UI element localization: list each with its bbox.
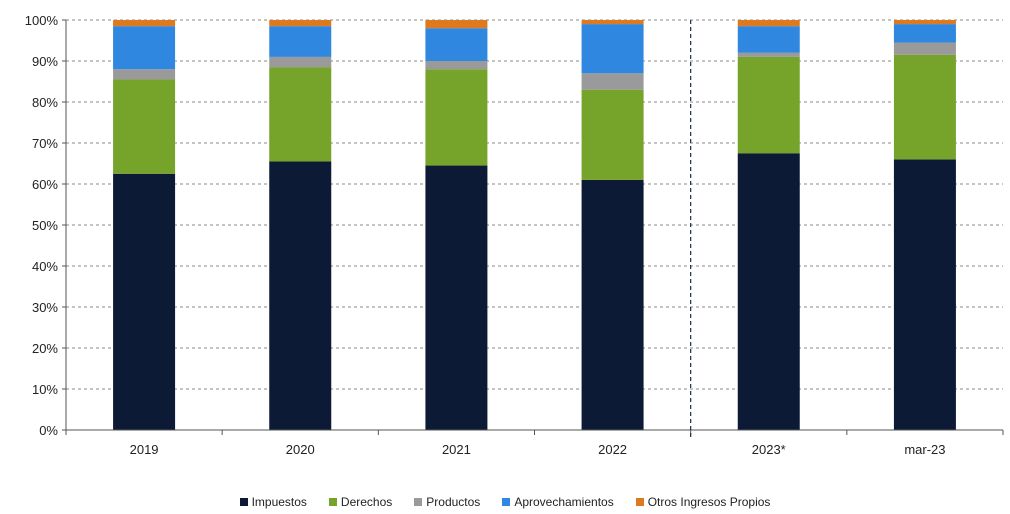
stacked-bar-chart: 0%10%20%30%40%50%60%70%80%90%100% 2019 20… <box>25 13 1004 457</box>
legend-label: Aprovechamientos <box>514 495 614 509</box>
bar-segment-impuestos <box>737 153 800 430</box>
bar-segment-derechos <box>581 89 644 180</box>
bar-segment-aprovechamientos <box>581 24 644 74</box>
y-tick-label: 60% <box>32 177 58 192</box>
axes <box>62 19 1004 438</box>
bar-segment-otros-ingresos-propios <box>893 20 956 25</box>
legend-swatch <box>328 498 337 506</box>
bar-segment-otros-ingresos-propios <box>269 20 332 27</box>
bar-segment-impuestos <box>893 159 956 430</box>
bar-segment-productos <box>113 69 176 80</box>
legend-label: Productos <box>426 495 481 509</box>
bar-segment-derechos <box>737 56 800 154</box>
legend-swatch <box>239 498 248 506</box>
bar-segment-derechos <box>269 67 332 162</box>
bar-segment-aprovechamientos <box>893 24 956 43</box>
bar-segment-impuestos <box>113 173 176 430</box>
y-tick-label: 10% <box>32 382 58 397</box>
y-tick-label: 100% <box>25 13 59 28</box>
legend-item: Aprovechamientos <box>502 495 614 509</box>
bar-segment-aprovechamientos <box>113 26 176 70</box>
legend-item: Impuestos <box>239 495 307 509</box>
bar-segment-impuestos <box>425 165 488 431</box>
bar-segment-aprovechamientos <box>269 26 332 57</box>
legend-item: Otros Ingresos Propios <box>635 495 771 509</box>
legend-label: Impuestos <box>251 495 307 509</box>
bar-segment-aprovechamientos <box>737 26 800 53</box>
y-tick-label: 80% <box>32 95 58 110</box>
bar-segment-aprovechamientos <box>425 28 488 61</box>
bar-segment-derechos <box>425 69 488 166</box>
x-tick-label: 2021 <box>442 442 471 457</box>
gridlines <box>66 19 1003 390</box>
legend-swatch <box>635 498 644 506</box>
bar-segment-productos <box>737 52 800 57</box>
y-tick-label: 90% <box>32 54 58 69</box>
bar-segment-otros-ingresos-propios <box>737 20 800 27</box>
bar-segment-productos <box>581 73 644 90</box>
y-tick-label: 70% <box>32 136 58 151</box>
bar-segment-otros-ingresos-propios <box>113 20 176 27</box>
bar-segment-productos <box>893 42 956 55</box>
legend-swatch <box>414 498 423 506</box>
bar-segment-productos <box>425 61 488 70</box>
x-tick-labels: 2019 2020 2021 2022 2023* mar-23 <box>130 442 946 457</box>
y-tick-label: 0% <box>39 423 58 438</box>
bar-segment-productos <box>269 56 332 68</box>
legend-swatch <box>502 498 511 506</box>
y-tick-label: 20% <box>32 341 58 356</box>
y-tick-label: 40% <box>32 259 58 274</box>
legend-item: Productos <box>414 495 480 509</box>
x-tick-label: 2022 <box>598 442 627 457</box>
bar-segment-otros-ingresos-propios <box>581 20 644 25</box>
bar-segment-otros-ingresos-propios <box>425 20 488 29</box>
legend-label: Otros Ingresos Propios <box>647 495 771 509</box>
bar-segment-impuestos <box>581 179 644 430</box>
bars <box>113 20 956 431</box>
legend-item: Derechos <box>328 495 393 509</box>
legend: Impuestos Derechos Productos Aprovechamient… <box>0 494 1010 510</box>
x-tick-label: 2020 <box>286 442 315 457</box>
y-tick-label: 50% <box>32 218 58 233</box>
y-tick-label: 30% <box>32 300 58 315</box>
x-tick-label: 2023* <box>752 442 786 457</box>
bar-segment-impuestos <box>269 161 332 430</box>
legend-label: Derechos <box>340 495 393 509</box>
bar-segment-derechos <box>113 79 176 174</box>
bar-segment-derechos <box>893 54 956 160</box>
y-tick-labels: 0% 10% 20% 30% 40% 50% 60% 70% 80% 90% 100% <box>25 13 59 438</box>
x-tick-label: mar-23 <box>904 442 945 457</box>
x-tick-label: 2019 <box>130 442 159 457</box>
